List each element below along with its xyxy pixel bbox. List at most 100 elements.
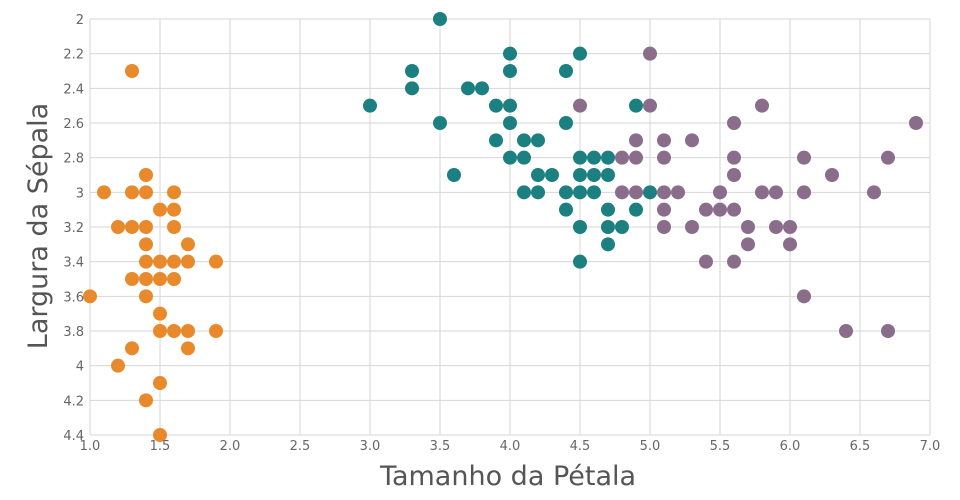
scatter-point-series-3 (643, 46, 657, 61)
scatter-point-series-2 (573, 185, 587, 200)
scatter-point-series-2 (531, 168, 545, 182)
x-tick-label: 7.0 (920, 439, 941, 454)
scatter-point-series-1 (139, 393, 153, 408)
data-points (83, 12, 923, 442)
y-tick-label: 2.4 (63, 82, 84, 97)
scatter-point-series-3 (685, 220, 699, 234)
scatter-point-series-3 (699, 254, 713, 269)
scatter-point-series-1 (167, 272, 181, 286)
y-tick-label: 3.4 (63, 256, 84, 271)
scatter-point-series-3 (825, 168, 839, 182)
scatter-point-series-2 (447, 168, 461, 182)
scatter-point-series-3 (699, 202, 713, 217)
scatter-point-series-2 (601, 237, 615, 252)
scatter-point-series-1 (153, 202, 167, 217)
scatter-point-series-3 (797, 289, 811, 304)
scatter-point-series-1 (111, 358, 125, 373)
scatter-point-series-3 (783, 237, 797, 252)
scatter-point-series-2 (545, 168, 559, 182)
y-tick-label: 4.2 (63, 394, 84, 409)
scatter-point-series-1 (97, 185, 111, 200)
y-tick-label: 2.2 (63, 48, 84, 63)
x-tick-label: 6.5 (850, 439, 871, 454)
scatter-point-series-3 (755, 185, 769, 200)
scatter-point-series-2 (643, 185, 657, 200)
scatter-point-series-2 (503, 150, 517, 165)
scatter-point-series-2 (601, 168, 615, 182)
scatter-point-series-3 (881, 150, 895, 165)
scatter-point-series-1 (167, 324, 181, 338)
scatter-point-series-2 (573, 220, 587, 234)
scatter-point-series-1 (209, 324, 223, 338)
scatter-point-series-1 (83, 289, 97, 304)
y-tick-label: 2.6 (63, 117, 84, 132)
scatter-point-series-3 (783, 220, 797, 234)
scatter-point-series-3 (727, 150, 741, 165)
scatter-point-series-1 (181, 237, 195, 252)
scatter-point-series-1 (139, 220, 153, 234)
scatter-point-series-3 (573, 98, 587, 113)
y-tick-label: 2 (76, 13, 84, 28)
scatter-point-series-2 (405, 81, 419, 96)
y-axis-title: Largura da Sépala (23, 103, 54, 349)
scatter-point-series-2 (629, 202, 643, 217)
scatter-point-series-2 (503, 116, 517, 130)
x-tick-label: 2.0 (220, 439, 241, 454)
scatter-point-series-2 (433, 12, 447, 26)
scatter-point-series-3 (685, 133, 699, 148)
scatter-point-series-2 (559, 185, 573, 200)
scatter-point-series-3 (741, 220, 755, 234)
scatter-point-series-2 (573, 46, 587, 61)
grid (89, 18, 931, 436)
scatter-point-series-3 (727, 168, 741, 182)
scatter-point-series-3 (839, 324, 853, 338)
scatter-point-series-2 (531, 133, 545, 148)
scatter-point-series-2 (517, 185, 531, 200)
scatter-point-series-3 (867, 185, 881, 200)
scatter-point-series-3 (629, 185, 643, 200)
scatter-point-series-3 (657, 220, 671, 234)
scatter-point-series-1 (209, 254, 223, 269)
scatter-point-series-2 (405, 64, 419, 78)
scatter-point-series-1 (125, 341, 139, 356)
scatter-point-series-3 (755, 98, 769, 113)
scatter-point-series-2 (601, 202, 615, 217)
scatter-point-series-1 (153, 254, 167, 269)
scatter-point-series-3 (657, 185, 671, 200)
scatter-point-series-3 (657, 150, 671, 165)
x-tick-label: 1.5 (150, 439, 171, 454)
x-tick-label: 5.0 (640, 439, 661, 454)
scatter-point-series-3 (727, 202, 741, 217)
x-axis-title: Tamanho da Pétala (379, 461, 636, 492)
scatter-point-series-1 (125, 185, 139, 200)
scatter-point-series-2 (559, 64, 573, 78)
scatter-point-series-2 (573, 150, 587, 165)
scatter-point-series-3 (797, 150, 811, 165)
scatter-point-series-3 (769, 185, 783, 200)
x-tick-label: 3.5 (430, 439, 451, 454)
scatter-point-series-3 (629, 150, 643, 165)
scatter-point-series-2 (573, 168, 587, 182)
scatter-point-series-3 (615, 185, 629, 200)
x-axis-ticks: 1.0 1.5 2.0 2.5 3.0 3.5 4.0 4.5 5.0 5.5 6.0 6.5 7.0 (80, 439, 941, 454)
scatter-point-series-2 (363, 98, 377, 113)
x-tick-label: 6.0 (780, 439, 801, 454)
x-tick-label: 4.0 (500, 439, 521, 454)
scatter-point-series-2 (433, 116, 447, 130)
scatter-point-series-3 (671, 185, 685, 200)
y-tick-label: 3.6 (63, 290, 84, 305)
x-tick-label: 5.5 (710, 439, 731, 454)
scatter-point-series-2 (503, 98, 517, 113)
y-tick-label: 3 (76, 186, 84, 201)
scatter-point-series-2 (587, 150, 601, 165)
scatter-point-series-2 (587, 185, 601, 200)
scatter-point-series-2 (559, 116, 573, 130)
scatter-point-series-1 (167, 185, 181, 200)
scatter-point-series-3 (657, 133, 671, 148)
scatter-point-series-3 (643, 98, 657, 113)
scatter-point-series-3 (769, 220, 783, 234)
x-tick-label: 2.5 (290, 439, 311, 454)
scatter-point-series-2 (559, 202, 573, 217)
scatter-point-series-1 (181, 341, 195, 356)
scatter-point-series-1 (125, 64, 139, 78)
